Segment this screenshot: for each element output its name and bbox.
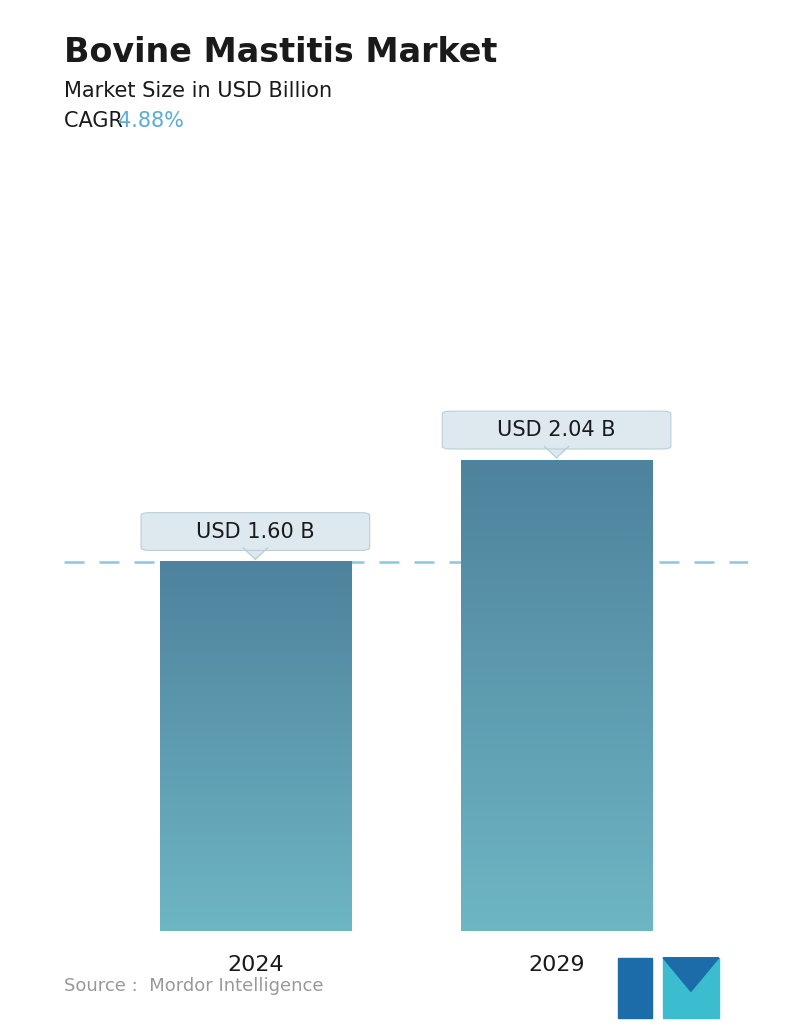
Text: USD 1.60 B: USD 1.60 B	[196, 521, 314, 542]
Polygon shape	[663, 957, 719, 1018]
Text: CAGR: CAGR	[64, 111, 129, 130]
Text: Bovine Mastitis Market: Bovine Mastitis Market	[64, 36, 497, 69]
Polygon shape	[663, 957, 719, 992]
Text: Market Size in USD Billion: Market Size in USD Billion	[64, 81, 332, 100]
Text: USD 2.04 B: USD 2.04 B	[498, 420, 616, 440]
Polygon shape	[618, 957, 652, 1018]
FancyBboxPatch shape	[141, 513, 369, 550]
Polygon shape	[544, 447, 569, 458]
Text: Source :  Mordor Intelligence: Source : Mordor Intelligence	[64, 977, 323, 995]
FancyBboxPatch shape	[443, 412, 671, 449]
Text: 4.88%: 4.88%	[118, 111, 184, 130]
Polygon shape	[243, 548, 267, 559]
